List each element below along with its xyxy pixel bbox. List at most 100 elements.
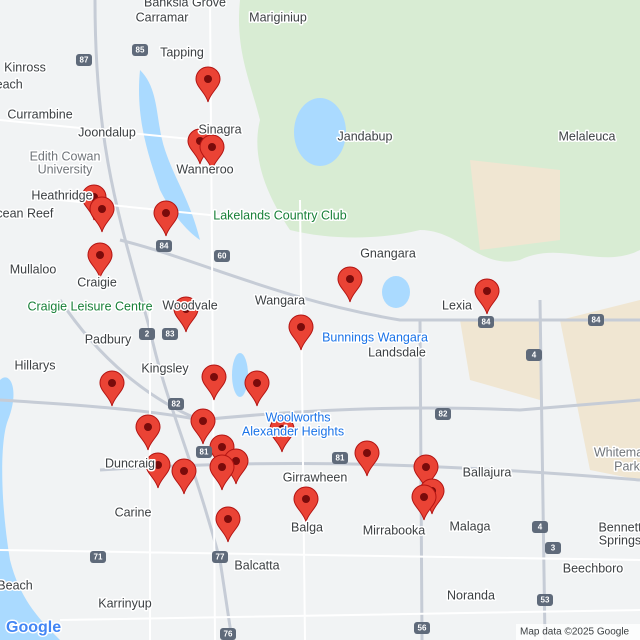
marker-dot	[346, 275, 354, 283]
map-marker[interactable]	[215, 506, 241, 543]
road-shield	[526, 349, 542, 361]
poi-label[interactable]: Bunnings Wangara	[321, 329, 430, 346]
ocean	[0, 377, 60, 640]
marker-pin	[145, 452, 171, 489]
map-marker[interactable]	[99, 370, 125, 407]
marker-dot	[483, 287, 491, 295]
place-label: Banksia Grove	[144, 0, 226, 9]
poi-label[interactable]: Whiteman	[592, 444, 640, 461]
road-shield	[168, 398, 184, 410]
place-label: Wanneroo	[176, 162, 233, 176]
marker-dot	[210, 373, 218, 381]
map-marker[interactable]	[413, 454, 439, 491]
road-number: 82	[172, 400, 181, 409]
map-marker[interactable]	[89, 196, 115, 233]
map-marker[interactable]	[293, 486, 319, 523]
map-marker[interactable]	[474, 278, 500, 315]
map-marker[interactable]	[201, 364, 227, 401]
marker-dot	[218, 463, 226, 471]
map-marker[interactable]	[337, 266, 363, 303]
map-marker[interactable]	[354, 440, 380, 477]
map-marker[interactable]	[153, 200, 179, 237]
marker-dot	[363, 449, 371, 457]
marker-dot	[154, 461, 162, 469]
road-shield	[139, 328, 155, 340]
marker-dot	[218, 443, 226, 451]
marker-pin	[171, 458, 197, 495]
marker-pin	[87, 242, 113, 279]
place-label: Wangara	[255, 293, 305, 307]
markers	[81, 66, 500, 543]
marker-dot	[420, 493, 428, 501]
map-marker[interactable]	[173, 296, 199, 333]
place-label: Carine	[115, 505, 152, 519]
map-marker[interactable]	[171, 458, 197, 495]
poi-label[interactable]: Lakelands Country Club	[212, 207, 348, 224]
marker-pin	[354, 440, 380, 477]
road-shield	[545, 542, 561, 554]
road-number: 77	[216, 553, 225, 562]
place-label: Lexia	[442, 298, 472, 312]
place-label: Ocean Reef	[0, 206, 54, 220]
place-label: Kingsley	[141, 361, 189, 375]
marker-pin	[411, 484, 437, 521]
marker-dot	[278, 425, 286, 433]
map-marker[interactable]	[135, 414, 161, 451]
lake	[232, 353, 248, 397]
place-label: Sinagra	[198, 122, 241, 136]
marker-pin	[99, 370, 125, 407]
poi-label[interactable]: Alexander Heights	[240, 423, 345, 440]
poi-label[interactable]: Park	[613, 458, 640, 475]
map-marker[interactable]	[87, 242, 113, 279]
map-marker[interactable]	[145, 452, 171, 489]
marker-pin	[201, 364, 227, 401]
marker-dot	[208, 143, 216, 151]
marker-pin	[89, 196, 115, 233]
poi-label[interactable]: Woolworths	[264, 409, 332, 426]
place-label: Mullaloo	[10, 262, 57, 276]
map-marker[interactable]	[199, 134, 225, 171]
road-number: 4	[538, 523, 543, 532]
map-marker[interactable]	[244, 370, 270, 407]
poi-label[interactable]: Craigie Leisure Centre	[26, 298, 154, 315]
poi-label[interactable]: Edith Cowan	[28, 148, 102, 165]
poi-label[interactable]: University	[36, 161, 95, 178]
map-marker[interactable]	[195, 66, 221, 103]
road-shield	[537, 594, 553, 606]
marker-pin	[173, 296, 199, 333]
road-number: 85	[136, 46, 145, 55]
place-label: Beach	[0, 578, 33, 592]
road-shield	[196, 446, 212, 458]
road-shield	[332, 452, 348, 464]
place-label: Girrawheen	[283, 470, 348, 484]
marker-dot	[144, 423, 152, 431]
map-marker[interactable]	[269, 416, 295, 453]
marker-dot	[302, 495, 310, 503]
place-label: Mirrabooka	[363, 523, 426, 537]
road-number: 81	[200, 448, 209, 457]
road-number: 84	[592, 316, 601, 325]
map-marker[interactable]	[411, 484, 437, 521]
map-marker[interactable]	[209, 454, 235, 491]
road-number: 4	[532, 351, 537, 360]
road-number: 56	[418, 624, 427, 633]
sand-area	[460, 160, 640, 480]
marker-pin	[195, 66, 221, 103]
lake-joondalup	[139, 70, 200, 240]
map-marker[interactable]	[288, 314, 314, 351]
place-label: Hillarys	[15, 358, 56, 372]
marker-dot	[98, 205, 106, 213]
road-number: 71	[94, 553, 103, 562]
marker-pin	[135, 414, 161, 451]
marker-dot	[162, 209, 170, 217]
place-label: Beechboro	[563, 561, 624, 575]
place-label: Noranda	[447, 588, 495, 602]
map-marker[interactable]	[190, 408, 216, 445]
place-label: Malaga	[450, 519, 491, 533]
google-logo: Google	[6, 619, 61, 636]
marker-dot	[422, 463, 430, 471]
marker-dot	[297, 323, 305, 331]
marker-dot	[232, 457, 240, 465]
